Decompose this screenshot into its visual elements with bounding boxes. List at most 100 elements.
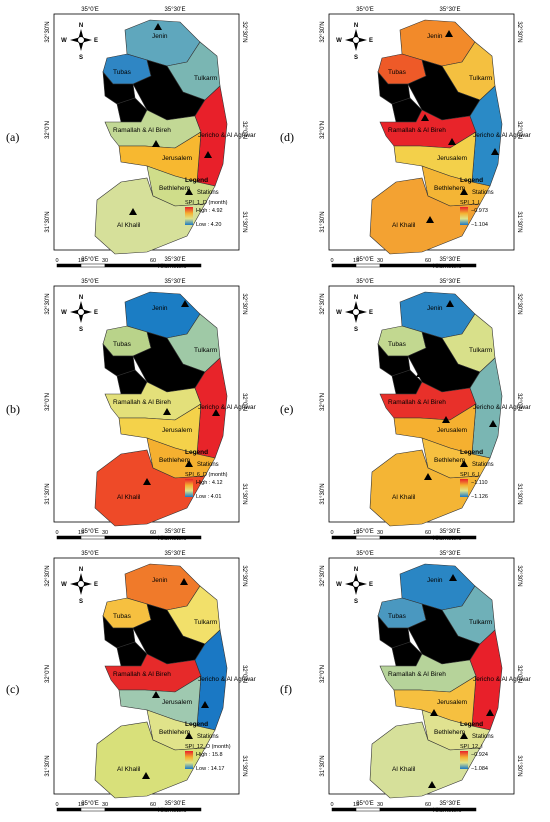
legend-stations-label: Stations <box>197 462 219 468</box>
region-label-jericho: Jericho & Al Aghwar <box>473 676 532 683</box>
svg-text:E: E <box>94 38 98 44</box>
region-label-salfit: Salfit <box>397 109 412 116</box>
region-label-khalil: Al Khalil <box>117 222 141 229</box>
station-legend-icon <box>460 188 468 195</box>
region-khalil <box>369 449 481 527</box>
north-arrow-icon: N S W E <box>61 295 98 333</box>
lon-label-east-bottom: 35°30'E <box>165 801 186 807</box>
legend-field-name: SPI_12_I <box>460 744 483 750</box>
station-marker <box>154 23 162 30</box>
lon-label-west-bottom: 35°0'E <box>81 257 99 263</box>
lon-label-west: 35°0'E <box>81 279 99 285</box>
region-label-tubas: Tulkarm <box>469 75 492 82</box>
scale-tick: 60 <box>425 802 431 808</box>
lat-label-right: 32°0'N <box>516 665 522 683</box>
region-label-nablus: Nablus <box>432 629 453 636</box>
panel-label: (a) <box>6 130 20 144</box>
svg-text:S: S <box>354 55 358 61</box>
station-marker <box>129 208 137 215</box>
legend-stations-label: Stations <box>472 734 494 740</box>
map-svg: 35°0'E 35°30'E 35°0'E 35°30'E 32°30'N 32°30'N… <box>45 7 257 270</box>
legend-title: Legend <box>460 721 483 728</box>
region-label-tubas: Tulkarm <box>469 347 492 354</box>
legend-color-ramp <box>460 751 468 769</box>
lat-label-right: 32°0'N <box>516 393 522 411</box>
legend-stations-label: Stations <box>472 190 494 196</box>
lon-label-east: 35°30'E <box>165 7 186 13</box>
region-label-bethlehem: Bethlehem <box>434 457 465 464</box>
lat-label-right: 31°30'N <box>516 211 522 232</box>
svg-text:N: N <box>79 23 83 29</box>
region-label-nablus: Nablus <box>157 629 178 636</box>
panel-label: (e) <box>280 402 294 416</box>
region-label-qalqiliya: Qalqiliya <box>105 629 130 636</box>
legend-field-name: SPI_6_D (month) <box>185 472 228 478</box>
svg-text:N: N <box>354 295 358 301</box>
region-label-tulkarm: Tubas <box>388 341 407 348</box>
scale-tick: 30 <box>102 530 108 536</box>
region-label-salfit: Salfit <box>122 653 137 660</box>
svg-text:W: W <box>336 38 342 44</box>
map-svg: 35°0'E 35°30'E 35°0'E 35°30'E 32°30'N 32°30'N… <box>45 551 257 814</box>
station-marker <box>486 709 494 716</box>
scale-tick: 30 <box>102 258 108 264</box>
north-arrow-icon: N S W E <box>336 567 373 605</box>
lon-label-east-bottom: 35°30'E <box>440 801 461 807</box>
lon-label-west-bottom: 35°0'E <box>81 801 99 807</box>
legend-low: −1.126 <box>471 494 488 500</box>
station-marker <box>143 478 151 485</box>
svg-text:N: N <box>79 567 83 573</box>
lon-label-west-bottom: 35°0'E <box>356 257 374 263</box>
north-arrow-icon: N S W E <box>336 23 373 61</box>
svg-text:W: W <box>61 310 67 316</box>
region-label-qalqiliya: Qalqiliya <box>105 85 130 92</box>
north-arrow-icon: N S W E <box>336 295 373 333</box>
region-label-nablus: Nablus <box>432 357 453 364</box>
scale-tick: 15 <box>78 258 84 264</box>
region-label-tubas: Tulkarm <box>194 347 217 354</box>
station-marker <box>180 578 188 585</box>
legend-high: −0.973 <box>471 208 488 214</box>
svg-text:E: E <box>369 38 373 44</box>
legend: Legend Stations SPI_6_D (month) High : 4.12… <box>185 449 228 500</box>
scale-tick: 30 <box>377 802 383 808</box>
scale-tick: 0 <box>330 802 333 808</box>
panel-label: (d) <box>280 130 294 144</box>
station-marker <box>212 409 220 416</box>
legend-field-name: SPI_6_I <box>460 472 480 478</box>
region-label-qalqiliya: Qalqiliya <box>380 357 405 364</box>
region-label-jericho: Jericho & Al Aghwar <box>473 132 532 139</box>
region-label-tubas: Tulkarm <box>194 75 217 82</box>
lat-label-left: 31°30'N <box>320 755 326 776</box>
region-label-jericho: Jericho & Al Aghwar <box>198 132 257 139</box>
station-legend-icon <box>460 460 468 467</box>
region-label-jerusalem: Jerusalem <box>162 699 192 706</box>
lon-label-east-bottom: 35°30'E <box>440 257 461 263</box>
station-marker <box>121 91 129 98</box>
lon-label-west: 35°0'E <box>356 279 374 285</box>
region-label-tulkarm: Tubas <box>388 613 407 620</box>
station-marker <box>449 574 457 581</box>
scale-tick: 30 <box>102 802 108 808</box>
station-marker <box>152 691 160 698</box>
north-arrow-icon: N S W E <box>61 23 98 61</box>
region-label-ramallah: Ramallah & Al Bireh <box>113 671 171 678</box>
lon-label-west: 35°0'E <box>356 551 374 557</box>
panel-label: (b) <box>6 402 20 416</box>
legend-title: Legend <box>185 177 208 184</box>
scale-tick: 60 <box>150 530 156 536</box>
lon-label-east-bottom: 35°30'E <box>440 529 461 535</box>
lon-label-east-bottom: 35°30'E <box>165 257 186 263</box>
region-map: Jenin Tulkarm Tubas Qalqiliya Nablus Salfit Ra… <box>369 291 532 527</box>
station-legend-icon <box>185 732 193 739</box>
lat-label-left: 31°30'N <box>45 483 51 504</box>
lat-label-right: 32°0'N <box>241 393 247 411</box>
legend-field-name: SPI_1_D (month) <box>185 200 228 206</box>
region-label-jerusalem: Jerusalem <box>162 427 192 434</box>
lat-label-right: 32°30'N <box>241 565 247 586</box>
legend: Legend Stations SPI_12_I −0.924 −1.084 <box>460 721 494 772</box>
map-svg: 35°0'E 35°30'E 35°0'E 35°30'E 32°30'N 32°30'N… <box>320 279 532 542</box>
region-label-bethlehem: Bethlehem <box>159 185 190 192</box>
